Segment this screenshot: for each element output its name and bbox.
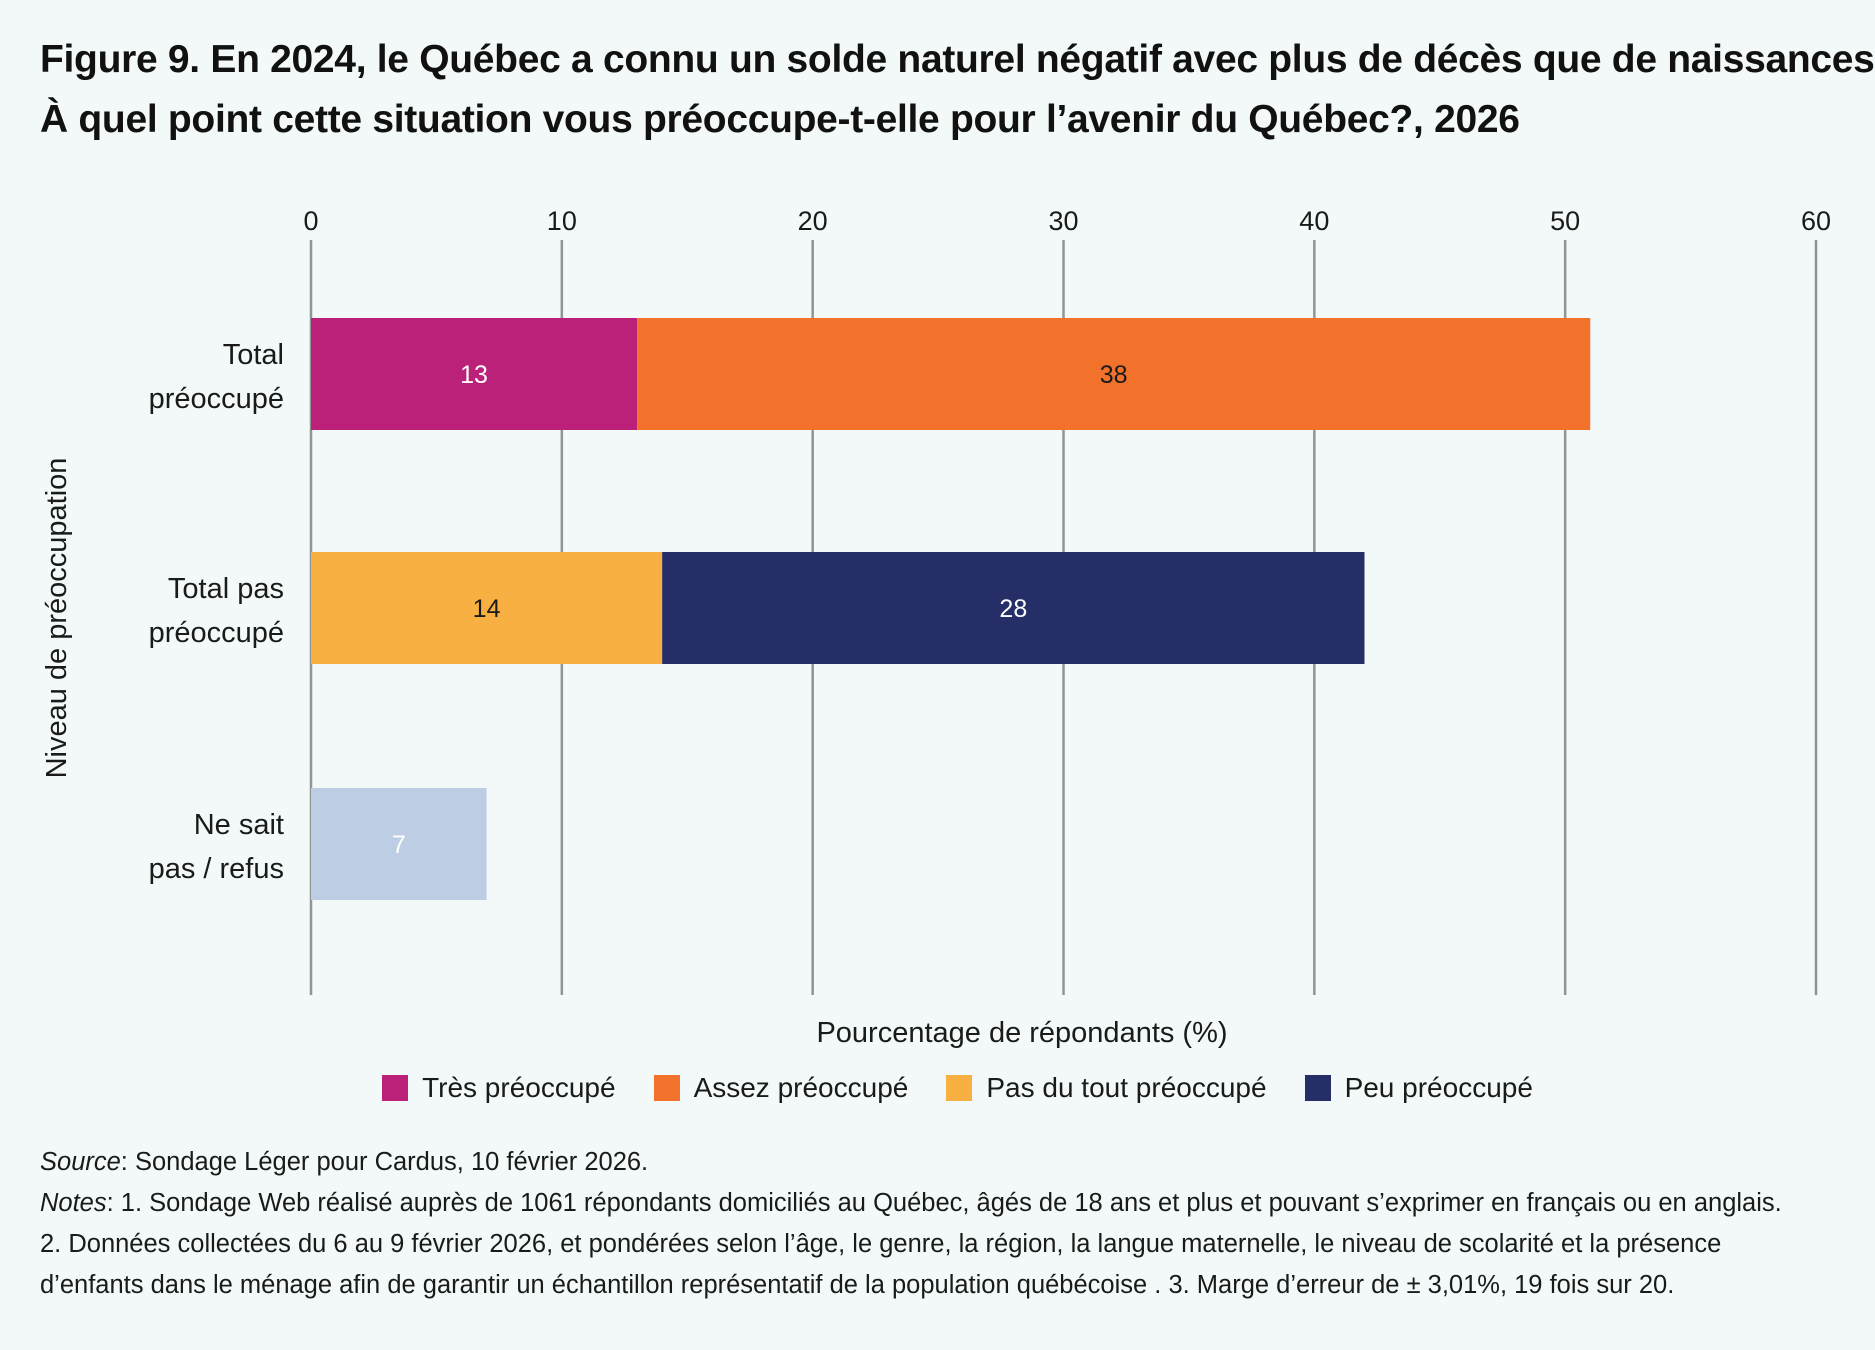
legend-label-1: Très préoccupé [422, 1072, 616, 1103]
category-label-2-line-1: Total pas [168, 573, 284, 605]
legend: Très préoccupé Assez préoccupé Pas du tout… [0, 1072, 1875, 1104]
bar-segment-1-2 [637, 318, 1591, 430]
bar-segment-3-1 [311, 788, 487, 900]
x-tick-label-10: 10 [547, 206, 577, 236]
bars: 13 38 14 28 7 [311, 318, 1591, 900]
data-label-1-2: 38 [1100, 361, 1128, 389]
source-line: Source: Sondage Léger pour Cardus, 10 fé… [40, 1142, 1840, 1183]
x-tick-label-20: 20 [798, 206, 828, 236]
notes-label: Notes [40, 1189, 107, 1217]
data-label-3-1: 7 [392, 831, 406, 859]
category-label-1-line-2: préoccupé [149, 383, 284, 415]
notes-line-1: Notes: 1. Sondage Web réalisé auprès de … [40, 1183, 1840, 1224]
chart-title: Figure 9. En 2024, le Québec a connu un … [40, 30, 1875, 150]
legend-swatch-4 [1304, 1075, 1331, 1101]
bar-segment-2-2 [662, 552, 1365, 664]
data-label-1-1: 13 [460, 361, 488, 389]
chart-title-line-1: Figure 9. En 2024, le Québec a connu un … [40, 38, 1875, 81]
category-label-3-line-2: pas / refus [149, 853, 284, 885]
bar-segment-2-1 [311, 552, 663, 664]
x-tick-label-30: 30 [1048, 206, 1078, 236]
notes-line-3: d’enfants dans le ménage afin de garanti… [40, 1271, 1675, 1299]
y-axis-title: Niveau de préoccupation [41, 458, 73, 779]
x-axis-tick-labels: 0 10 20 30 40 50 60 [303, 206, 1831, 236]
bar-segment-1-1 [311, 318, 638, 430]
source-text: : Sondage Léger pour Cardus, 10 février … [120, 1148, 649, 1176]
x-tick-label-60: 60 [1801, 206, 1831, 236]
legend-label-4: Peu préoccupé [1344, 1072, 1533, 1103]
x-tick-label-0: 0 [303, 206, 318, 236]
x-tick-label-40: 40 [1299, 206, 1329, 236]
legend-item-3: Pas du tout préoccupé [946, 1072, 1267, 1104]
x-tick-label-50: 50 [1550, 206, 1580, 236]
legend-swatch-2 [653, 1075, 680, 1101]
category-label-1-line-1: Total [223, 339, 284, 371]
chart-title-line-2: À quel point cette situation vous préocc… [40, 98, 1520, 141]
legend-item-1: Très préoccupé [382, 1072, 616, 1104]
category-label-2-line-2: préoccupé [149, 617, 284, 649]
source-label: Source [40, 1148, 121, 1176]
legend-item-2: Assez préoccupé [653, 1072, 909, 1104]
legend-label-3: Pas du tout préoccupé [986, 1072, 1267, 1103]
data-label-2-2: 28 [999, 595, 1027, 623]
chart-footer: Source: Sondage Léger pour Cardus, 10 fé… [40, 1142, 1840, 1306]
legend-swatch-1 [382, 1075, 409, 1101]
category-label-3-line-1: Ne sait [194, 809, 284, 841]
legend-label-2: Assez préoccupé [693, 1072, 909, 1103]
legend-swatch-3 [946, 1075, 973, 1101]
notes-text-1: : 1. Sondage Web réalisé auprès de 1061 … [106, 1189, 1782, 1217]
legend-item-4: Peu préoccupé [1304, 1072, 1533, 1104]
data-label-2-1: 14 [473, 595, 501, 623]
x-axis-title: Pourcentage de répondants (%) [816, 1017, 1227, 1049]
y-axis-category-labels: Total préoccupé Total pas préoccupé Ne sait p… [149, 339, 284, 885]
notes-line-2: 2. Données collectées du 6 au 9 février … [40, 1230, 1722, 1258]
